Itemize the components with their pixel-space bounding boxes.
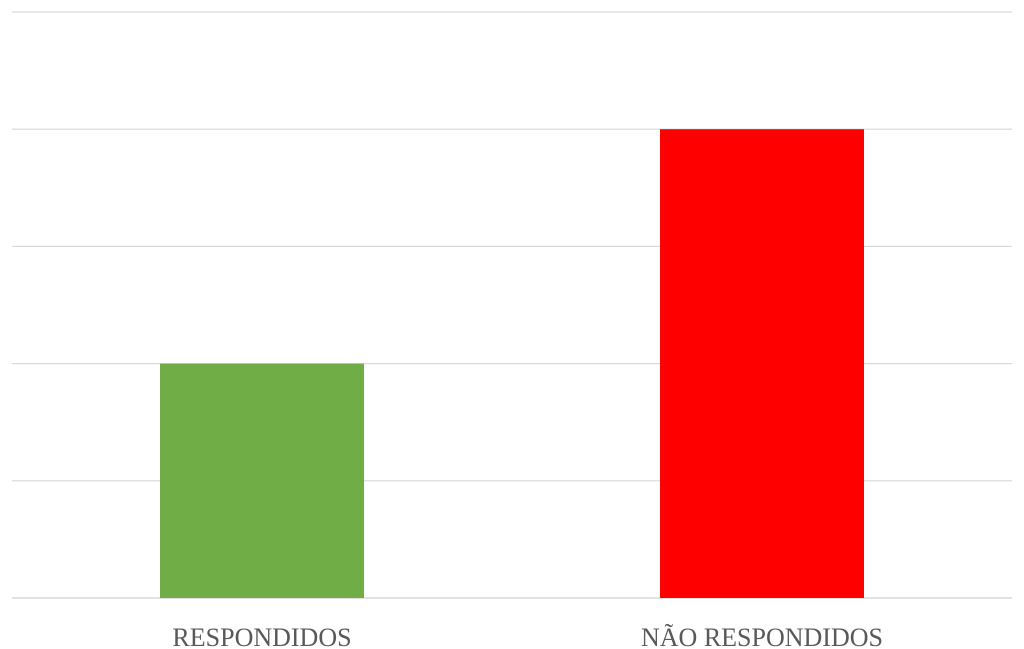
bars <box>160 129 864 598</box>
bar-respondidos <box>160 363 364 598</box>
bar-n-o-respondidos <box>660 129 864 598</box>
x-tick-label: RESPONDIDOS <box>172 623 351 649</box>
x-tick-label: NÃO RESPONDIDOS <box>641 623 883 649</box>
x-axis-labels: RESPONDIDOS NÃO RESPONDIDOS <box>172 623 883 649</box>
